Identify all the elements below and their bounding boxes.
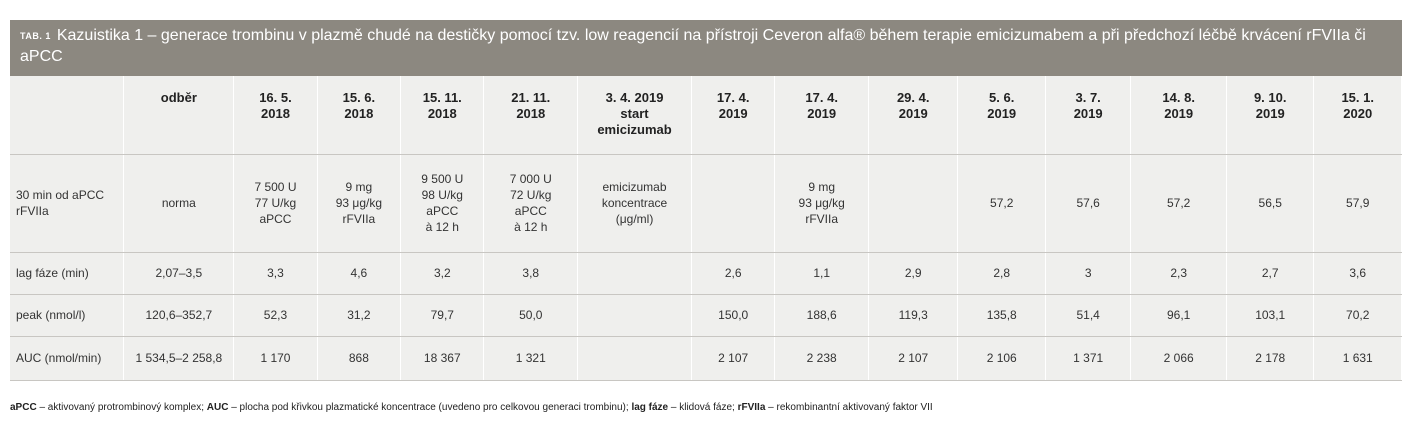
header-cell: 3. 4. 2019 start emicizumab: [577, 76, 692, 155]
header-cell: 9. 10. 2019: [1226, 76, 1315, 155]
table-cell: 57,2: [957, 154, 1046, 253]
header-cell: 17. 4. 2019: [774, 76, 869, 155]
data-table: odběr 16. 5. 2018 15. 6. 2018 15. 11. 2018 21. …: [10, 76, 1402, 381]
table-cell: 51,4: [1045, 294, 1132, 337]
header-cell: 3. 7. 2019: [1045, 76, 1132, 155]
table-cell: 2 178: [1226, 336, 1315, 381]
row-label: lag fáze (min): [10, 252, 125, 295]
header-cell: 15. 6. 2018: [317, 76, 402, 155]
table-cell: 2,8: [957, 252, 1046, 295]
table-cell: 57,2: [1130, 154, 1227, 253]
table-cell: 2,7: [1226, 252, 1315, 295]
table-cell: 1 631: [1313, 336, 1402, 381]
table-cell: [577, 252, 692, 295]
footnote-definition: – klidová fáze;: [668, 402, 738, 413]
table-cell: 2 238: [774, 336, 869, 381]
table-cell: 2,3: [1130, 252, 1227, 295]
table-cell: 9 mg 93 μg/kg rFVIIa: [317, 154, 402, 253]
table-cell: emicizumab koncentrace (μg/ml): [577, 154, 692, 253]
table-cell: 1 321: [483, 336, 579, 381]
footnote-term: lag fáze: [631, 402, 669, 413]
table-container: TAB. 1 Kazuistika 1 – generace trombinu v…: [10, 20, 1402, 381]
table-cell: 52,3: [233, 294, 318, 337]
table-cell: 150,0: [691, 294, 776, 337]
header-cell: 5. 6. 2019: [957, 76, 1046, 155]
footnote-term: rFVIIa: [737, 402, 766, 413]
table-cell: 2 107: [691, 336, 776, 381]
footnote-term: aPCC: [10, 402, 37, 413]
table-cell: 3,2: [400, 252, 485, 295]
header-cell: 15. 1. 2020: [1313, 76, 1402, 155]
table-cell: 3: [1045, 252, 1132, 295]
table-row: lag fáze (min) 2,07–3,5 3,3 4,6 3,2 3,8 2,6 1,1…: [10, 252, 1402, 295]
table-cell: 1,1: [774, 252, 869, 295]
table-cell: [577, 294, 692, 337]
table-cell: 1 534,5–2 258,8: [123, 336, 235, 381]
header-cell: 16. 5. 2018: [233, 76, 318, 155]
table-cell: 188,6: [774, 294, 869, 337]
table-cell: 135,8: [957, 294, 1046, 337]
table-cell: 79,7: [400, 294, 485, 337]
header-cell: 21. 11. 2018: [483, 76, 579, 155]
table-cell: [691, 154, 776, 253]
header-cell: 17. 4. 2019: [691, 76, 776, 155]
row-label: AUC (nmol/min): [10, 336, 125, 381]
table-cell: 2 066: [1130, 336, 1227, 381]
header-cell: 14. 8. 2019: [1130, 76, 1227, 155]
footnote-definition: – plocha pod křivkou plazmatické koncent…: [228, 402, 632, 413]
table-cell: 1 170: [233, 336, 318, 381]
table-number-label: TAB. 1: [20, 31, 51, 41]
table-cell: norma: [123, 154, 235, 253]
table-cell: 2 107: [868, 336, 959, 381]
table-cell: 3,3: [233, 252, 318, 295]
table-row: peak (nmol/l) 120,6–352,7 52,3 31,2 79,7 50,0…: [10, 294, 1402, 337]
table-cell: 70,2: [1313, 294, 1402, 337]
table-cell: 2,6: [691, 252, 776, 295]
table-cell: 7 000 U 72 U/kg aPCC à 12 h: [483, 154, 579, 253]
table-cell: 3,6: [1313, 252, 1402, 295]
table-row: AUC (nmol/min) 1 534,5–2 258,8 1 170 868 18 …: [10, 336, 1402, 381]
table-cell: 103,1: [1226, 294, 1315, 337]
footnote-definition: – rekombinantní aktivovaný faktor VII: [765, 402, 933, 413]
table-cell: 2,9: [868, 252, 959, 295]
row-label: 30 min od aPCC rFVIIa: [10, 154, 125, 253]
row-label: peak (nmol/l): [10, 294, 125, 337]
table-cell: 3,8: [483, 252, 579, 295]
table-cell: 868: [317, 336, 402, 381]
table-cell: [868, 154, 959, 253]
table-cell: 120,6–352,7: [123, 294, 235, 337]
table-cell: 57,6: [1045, 154, 1132, 253]
table-cell: 119,3: [868, 294, 959, 337]
table-title: TAB. 1 Kazuistika 1 – generace trombinu v…: [10, 20, 1402, 76]
footnote-term: AUC: [206, 402, 229, 413]
header-row: odběr 16. 5. 2018 15. 6. 2018 15. 11. 2018 21. …: [10, 76, 1402, 155]
table-cell: 7 500 U 77 U/kg aPCC: [233, 154, 318, 253]
table-cell: 57,9: [1313, 154, 1402, 253]
table-cell: 18 367: [400, 336, 485, 381]
table-cell: 2 106: [957, 336, 1046, 381]
header-cell: 29. 4. 2019: [868, 76, 959, 155]
table-cell: 50,0: [483, 294, 579, 337]
table-footnote: aPCC – aktivovaný protrombinový komplex;…: [10, 402, 933, 413]
header-cell: 15. 11. 2018: [400, 76, 485, 155]
table-cell: 1 371: [1045, 336, 1132, 381]
table-cell: 4,6: [317, 252, 402, 295]
header-cell: odběr: [123, 76, 235, 155]
table-cell: 56,5: [1226, 154, 1315, 253]
table-cell: 96,1: [1130, 294, 1227, 337]
table-cell: [577, 336, 692, 381]
table-cell: 9 500 U 98 U/kg aPCC à 12 h: [400, 154, 485, 253]
table-cell: 2,07–3,5: [123, 252, 235, 295]
footnote-definition: – aktivovaný protrombinový komplex;: [36, 402, 207, 413]
header-cell-empty: [10, 76, 125, 155]
table-row: 30 min od aPCC rFVIIa norma 7 500 U 77 U/kg a…: [10, 154, 1402, 253]
table-cell: 9 mg 93 μg/kg rFVIIa: [774, 154, 869, 253]
table-cell: 31,2: [317, 294, 402, 337]
table-body: 30 min od aPCC rFVIIa norma 7 500 U 77 U/kg a…: [10, 154, 1402, 381]
table-title-text: Kazuistika 1 – generace trombinu v plazm…: [20, 27, 1366, 65]
